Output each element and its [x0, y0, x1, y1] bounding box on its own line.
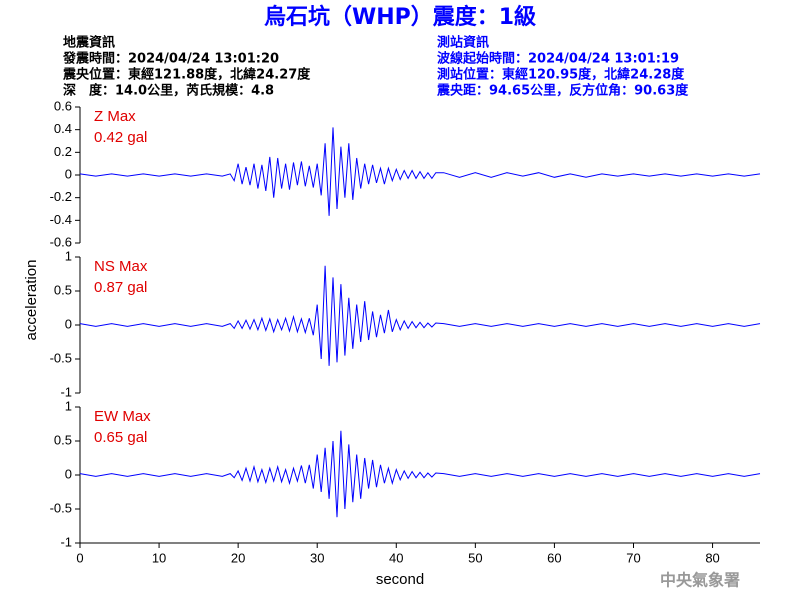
- x-tick-label: 80: [705, 550, 719, 565]
- y-tick-label: 0: [65, 316, 72, 331]
- waveform: [79, 265, 761, 366]
- x-tick-label: 60: [547, 550, 561, 565]
- x-tick-label: 10: [152, 550, 166, 565]
- event-info: 深 度：14.0公里，芮氏規模：4.8: [63, 83, 274, 99]
- y-tick-label: 0.4: [54, 121, 72, 136]
- y-tick-label: 0.6: [54, 98, 72, 113]
- annotation: 0.42 gal: [94, 129, 147, 146]
- y-tick-label: 0: [65, 166, 72, 181]
- y-tick-label: 0: [65, 466, 72, 481]
- watermark: 中央氣象署: [660, 571, 740, 590]
- station-info: 測站資訊: [437, 35, 489, 51]
- x-tick-label: 0: [76, 550, 83, 565]
- waveform: [79, 127, 761, 216]
- y-tick-label: 0.5: [54, 282, 72, 297]
- annotation: NS Max: [94, 258, 148, 275]
- y-tick-label: -0.5: [50, 500, 72, 515]
- annotation: Z Max: [94, 108, 136, 125]
- y-tick-label: 0.2: [54, 144, 72, 159]
- x-tick-label: 40: [389, 550, 403, 565]
- event-info: 地震資訊: [63, 35, 115, 51]
- station-info: 測站位置：東經120.95度，北緯24.28度: [437, 67, 685, 83]
- y-tick-label: -0.5: [50, 350, 72, 365]
- y-tick-label: -1: [60, 534, 72, 549]
- y-axis-label: acceleration: [23, 260, 40, 341]
- y-tick-label: 0.5: [54, 432, 72, 447]
- waveform: [79, 430, 761, 518]
- x-tick-label: 30: [310, 550, 324, 565]
- annotation: 0.87 gal: [94, 279, 147, 296]
- x-tick-label: 70: [626, 550, 640, 565]
- event-info: 震央位置：東經121.88度，北緯24.27度: [62, 67, 311, 83]
- y-tick-label: 1: [65, 248, 72, 263]
- event-info: 發震時間：2024/04/24 13:01:20: [62, 51, 279, 67]
- x-tick-label: 50: [468, 550, 482, 565]
- annotation: 0.65 gal: [94, 429, 147, 446]
- station-info: 震央距：94.65公里，反方位角：90.63度: [436, 83, 689, 99]
- x-tick-label: 20: [231, 550, 245, 565]
- y-tick-label: -0.6: [50, 234, 72, 249]
- y-tick-label: -1: [60, 384, 72, 399]
- y-tick-label: 1: [65, 398, 72, 413]
- station-info: 波線起始時間：2024/04/24 13:01:19: [437, 51, 679, 67]
- y-tick-label: -0.2: [50, 189, 72, 204]
- annotation: EW Max: [94, 408, 151, 425]
- chart-title: 烏石坑（WHP）震度：1級: [264, 4, 536, 30]
- y-tick-label: -0.4: [50, 212, 72, 227]
- x-axis-label: second: [376, 571, 424, 588]
